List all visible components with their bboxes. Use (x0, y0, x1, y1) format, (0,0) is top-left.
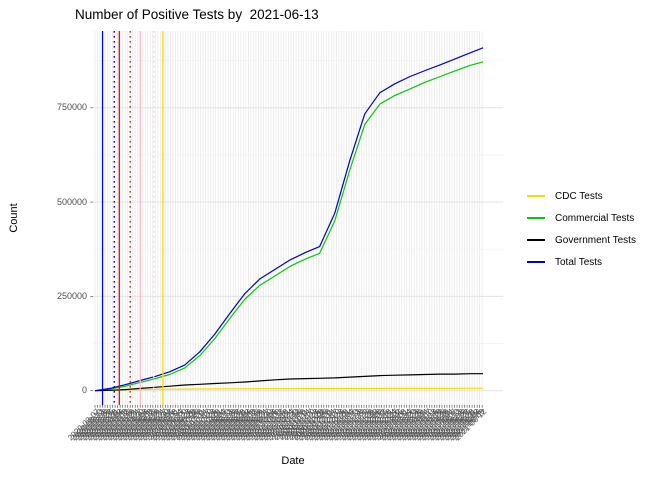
legend-label: CDC Tests (555, 190, 603, 202)
legend-item-government-tests: Government Tests (527, 229, 636, 251)
legend-swatch-icon (527, 261, 545, 263)
legend-item-total-tests: Total Tests (527, 251, 636, 273)
series-line-commercial-tests (94, 61, 484, 392)
legend-item-cdc-tests: CDC Tests (527, 185, 636, 207)
legend-label: Total Tests (555, 256, 603, 268)
legend-item-commercial-tests: Commercial Tests (527, 207, 636, 229)
legend-swatch-icon (527, 239, 545, 241)
y-tick-label: 0 (81, 385, 87, 396)
legend-swatch-icon (527, 217, 545, 219)
y-tick-label: 250000 (56, 290, 87, 301)
x-axis-label: Date (281, 455, 305, 467)
y-tick-label: 500000 (56, 196, 87, 207)
legend: CDC Tests Commercial Tests Government Test… (527, 185, 636, 273)
series-line-cdc-tests (94, 387, 484, 392)
series-line-total-tests (94, 47, 484, 392)
legend-swatch-icon (527, 195, 545, 197)
legend-label: Commercial Tests (555, 212, 635, 224)
y-tick-label: 750000 (56, 102, 87, 113)
legend-label: Government Tests (555, 234, 636, 246)
chart-title: Number of Positive Tests by 2021-06-13 (75, 7, 319, 22)
series-line-government-tests (94, 373, 483, 392)
y-axis-label: Count (8, 203, 20, 233)
